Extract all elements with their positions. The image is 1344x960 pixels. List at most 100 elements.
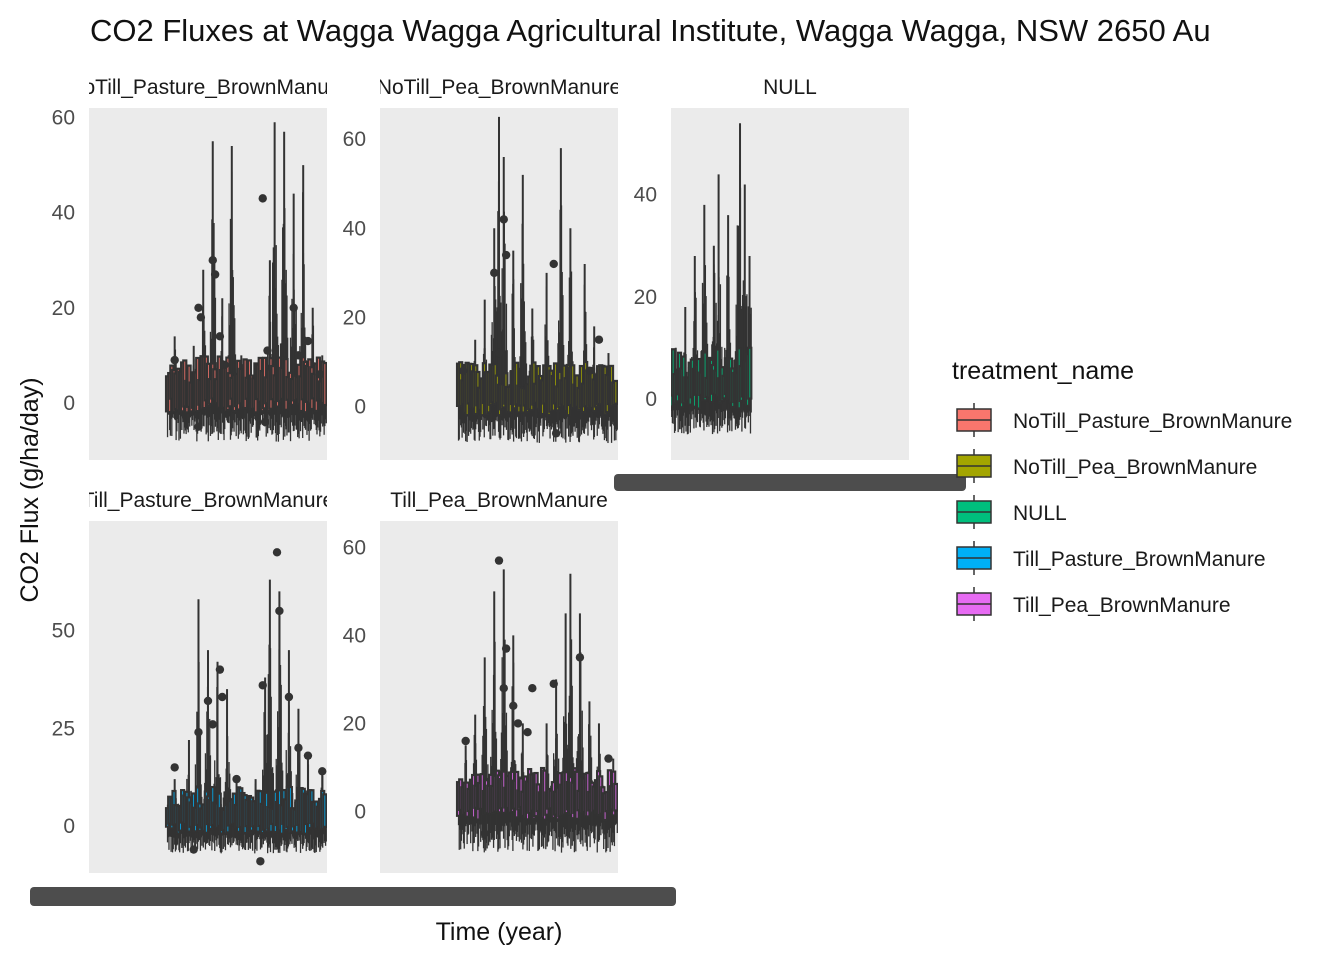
outlier-point [501, 250, 511, 260]
y-tick-label: 20 [343, 712, 366, 735]
box [322, 793, 327, 828]
boxplot-marks [164, 548, 327, 866]
legend-key-notill-pasture-brownmanure: NoTill_Pasture_BrownManure [956, 403, 1292, 437]
outlier-point [494, 556, 504, 565]
outlier-point [303, 751, 313, 760]
legend-key-notill-pea-brownmanure: NoTill_Pea_BrownManure [956, 449, 1257, 483]
outlier-point [272, 548, 282, 557]
legend-label: NoTill_Pasture_BrownManure [1013, 410, 1292, 433]
y-tick-label: 60 [343, 128, 366, 151]
outlier-point [232, 774, 241, 784]
outlier-point [480, 829, 489, 838]
outlier-point [509, 701, 518, 710]
box [747, 346, 753, 400]
y-tick-label: 20 [343, 306, 366, 329]
outlier-point [575, 653, 585, 662]
outlier-point [170, 355, 179, 365]
outlier-point [294, 351, 303, 360]
outlier-point [289, 303, 298, 312]
y-tick-label: 40 [343, 217, 366, 240]
y-tick-label: 0 [63, 392, 75, 415]
y-tick-label: 0 [354, 396, 366, 419]
outlier-point [549, 259, 558, 269]
outlier-point [585, 366, 594, 376]
y-tick-label: 40 [343, 624, 366, 647]
outlier-point [513, 719, 523, 728]
facet-panels: NoTill_Pasture_BrownManure0204060NoTill_… [52, 76, 909, 873]
outlier-point [523, 728, 532, 737]
outlier-point [189, 845, 198, 854]
legend-key-till-pea-brownmanure: Till_Pea_BrownManure [956, 587, 1231, 621]
boxplot-marks [455, 556, 618, 853]
y-tick-label: 0 [63, 815, 75, 838]
x-axis-title: Time (year) [436, 918, 563, 946]
outlier-point [258, 681, 267, 690]
box [613, 782, 618, 812]
outlier-point [203, 696, 213, 706]
outlier-point [594, 335, 604, 344]
outlier-point [194, 728, 203, 737]
outlier-point [215, 665, 225, 674]
y-tick-label: 50 [52, 620, 75, 643]
y-axis-title: CO2 Flux (g/ha/day) [16, 377, 44, 602]
outlier-point [263, 346, 272, 355]
outlier-point [220, 360, 229, 370]
outlier-point [315, 370, 325, 379]
outlier-point [194, 422, 203, 431]
facet-strip-label: Till_Pea_BrownManure [390, 489, 608, 512]
outlier-point [490, 268, 499, 278]
outlier-point [294, 743, 303, 753]
outlier-point [318, 767, 327, 776]
y-tick-label: 25 [52, 717, 75, 740]
facet-null: NULL 0 20 40 [634, 76, 909, 460]
legend-label: NoTill_Pea_BrownManure [1013, 456, 1257, 479]
outlier-point [551, 429, 561, 438]
legend-label: Till_Pea_BrownManure [1013, 594, 1231, 617]
outlier-point [549, 679, 558, 688]
outlier-point [196, 313, 206, 322]
outlier-point [218, 692, 227, 702]
y-tick-label: 20 [634, 286, 657, 309]
box [322, 361, 327, 407]
outlier-point [208, 256, 217, 265]
outlier-point [258, 194, 267, 203]
facet-till-pasture-brownmanure: Till_Pasture_BrownManure 0 25 50 [52, 489, 335, 873]
outlier-point [459, 366, 468, 376]
outlier-point [170, 763, 179, 772]
outlier-point [604, 754, 613, 763]
outlier-point [284, 692, 294, 702]
chart-title: CO2 Fluxes at Wagga Wagga Agricultural I… [90, 13, 1211, 48]
legend-key-null: NULL [956, 495, 1067, 529]
outlier-point [210, 270, 220, 279]
y-tick-label: 20 [52, 297, 75, 320]
x-tick-labels-overlap-top [614, 474, 966, 491]
facet-strip-label: Till_Pasture_BrownManure [82, 489, 335, 512]
legend-label: NULL [1013, 502, 1067, 525]
facet-till-pea-brownmanure: Till_Pea_BrownManure 0 20 40 60 [343, 489, 618, 873]
legend-label: Till_Pasture_BrownManure [1013, 548, 1266, 571]
outlier-point [303, 336, 313, 346]
facet-notill-pasture-brownmanure: NoTill_Pasture_BrownManure 0 20 40 60 [52, 76, 327, 460]
y-tick-label: 60 [52, 107, 75, 130]
y-tick-label: 40 [634, 184, 657, 207]
outlier-point [215, 332, 225, 341]
outlier-point [208, 720, 217, 729]
outlier-point [260, 417, 270, 427]
outlier-point [256, 857, 265, 866]
boxplot-marks [164, 122, 327, 442]
boxplot-marks [671, 123, 753, 435]
facet-strip-label: NoTill_Pea_BrownManure [377, 76, 621, 99]
x-tick-labels-overlap-bottom [30, 887, 676, 906]
y-tick-label: 40 [52, 202, 75, 225]
outlier-point [499, 684, 508, 693]
y-tick-label: 0 [645, 388, 657, 411]
outlier-point [499, 215, 508, 224]
legend: treatment_name NoTill_Pasture_BrownManur… [952, 357, 1292, 621]
outlier-point [461, 736, 470, 746]
facet-strip-label: NULL [763, 76, 817, 99]
y-tick-label: 0 [354, 800, 366, 823]
box [613, 379, 618, 405]
outlier-point [275, 606, 284, 616]
legend-title: treatment_name [952, 357, 1134, 385]
